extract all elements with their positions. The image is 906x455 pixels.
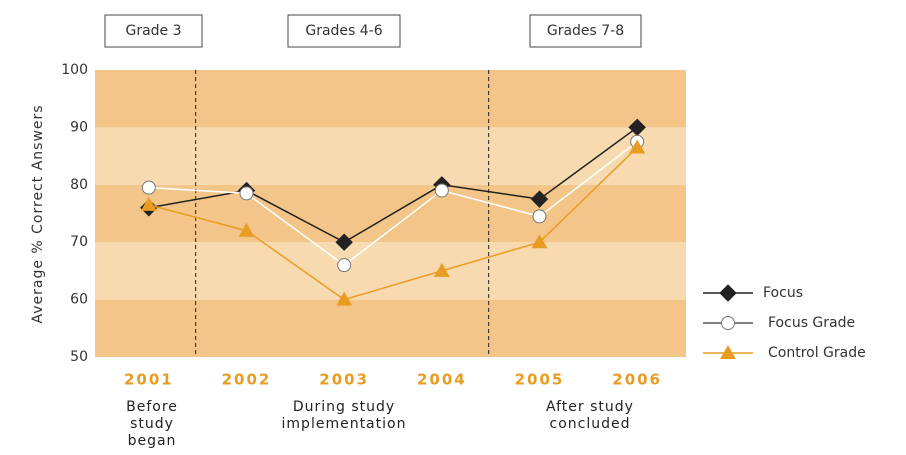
y-tick-label: 60 xyxy=(70,292,88,308)
band xyxy=(95,299,686,357)
marker xyxy=(531,234,548,249)
annotation: Grades 4-6 xyxy=(305,23,382,39)
period-label: began xyxy=(128,433,177,449)
band xyxy=(95,184,686,243)
x-tick-label: 2006 xyxy=(612,371,662,389)
x-tick-label: 2004 xyxy=(417,371,467,389)
series xyxy=(140,139,646,306)
period-label: concluded xyxy=(550,416,631,432)
x-tick-label: 2005 xyxy=(515,371,565,389)
marker xyxy=(434,183,449,198)
y-tick-label: 80 xyxy=(70,177,88,193)
legend-label: Control Grade xyxy=(768,345,866,361)
marker xyxy=(238,222,255,237)
annotation: Grades 7-8 xyxy=(547,23,624,39)
y-tick-label: 50 xyxy=(70,349,88,365)
period-label: study xyxy=(130,416,174,432)
line xyxy=(148,146,638,301)
marker xyxy=(433,262,450,277)
x-tick-label: 2003 xyxy=(319,371,369,389)
legend-marker xyxy=(719,284,737,302)
band xyxy=(95,127,686,185)
legend-marker xyxy=(721,316,735,330)
marker xyxy=(629,139,646,154)
line xyxy=(148,126,638,244)
y-tick-label: 90 xyxy=(70,119,88,135)
legend-label: Focus xyxy=(763,285,803,301)
legend-marker xyxy=(720,345,736,359)
series xyxy=(141,134,645,273)
line xyxy=(148,141,638,267)
x-tick-label: 2001 xyxy=(124,371,174,389)
marker xyxy=(239,186,254,201)
annotation-box xyxy=(104,14,203,48)
legend-label: Focus Grade xyxy=(768,315,855,331)
marker xyxy=(530,190,549,208)
annotation: Grade 3 xyxy=(125,23,181,39)
annotation-box xyxy=(529,14,642,48)
marker xyxy=(141,180,156,195)
period-label: implementation xyxy=(282,416,407,432)
band xyxy=(95,242,686,300)
y-tick-label: 70 xyxy=(70,234,88,250)
marker xyxy=(337,258,352,273)
period-label: After study xyxy=(546,399,634,415)
y-axis-label: Average % Correct Answers xyxy=(30,104,46,323)
period-label: During study xyxy=(293,399,395,415)
annotation-box xyxy=(287,14,401,48)
x-tick-label: 2002 xyxy=(222,371,272,389)
band xyxy=(95,70,686,128)
marker xyxy=(335,233,353,251)
marker xyxy=(336,291,353,306)
y-tick-label: 100 xyxy=(61,62,88,78)
marker xyxy=(532,209,547,224)
marker xyxy=(140,196,157,211)
period-label: Before xyxy=(126,399,178,415)
